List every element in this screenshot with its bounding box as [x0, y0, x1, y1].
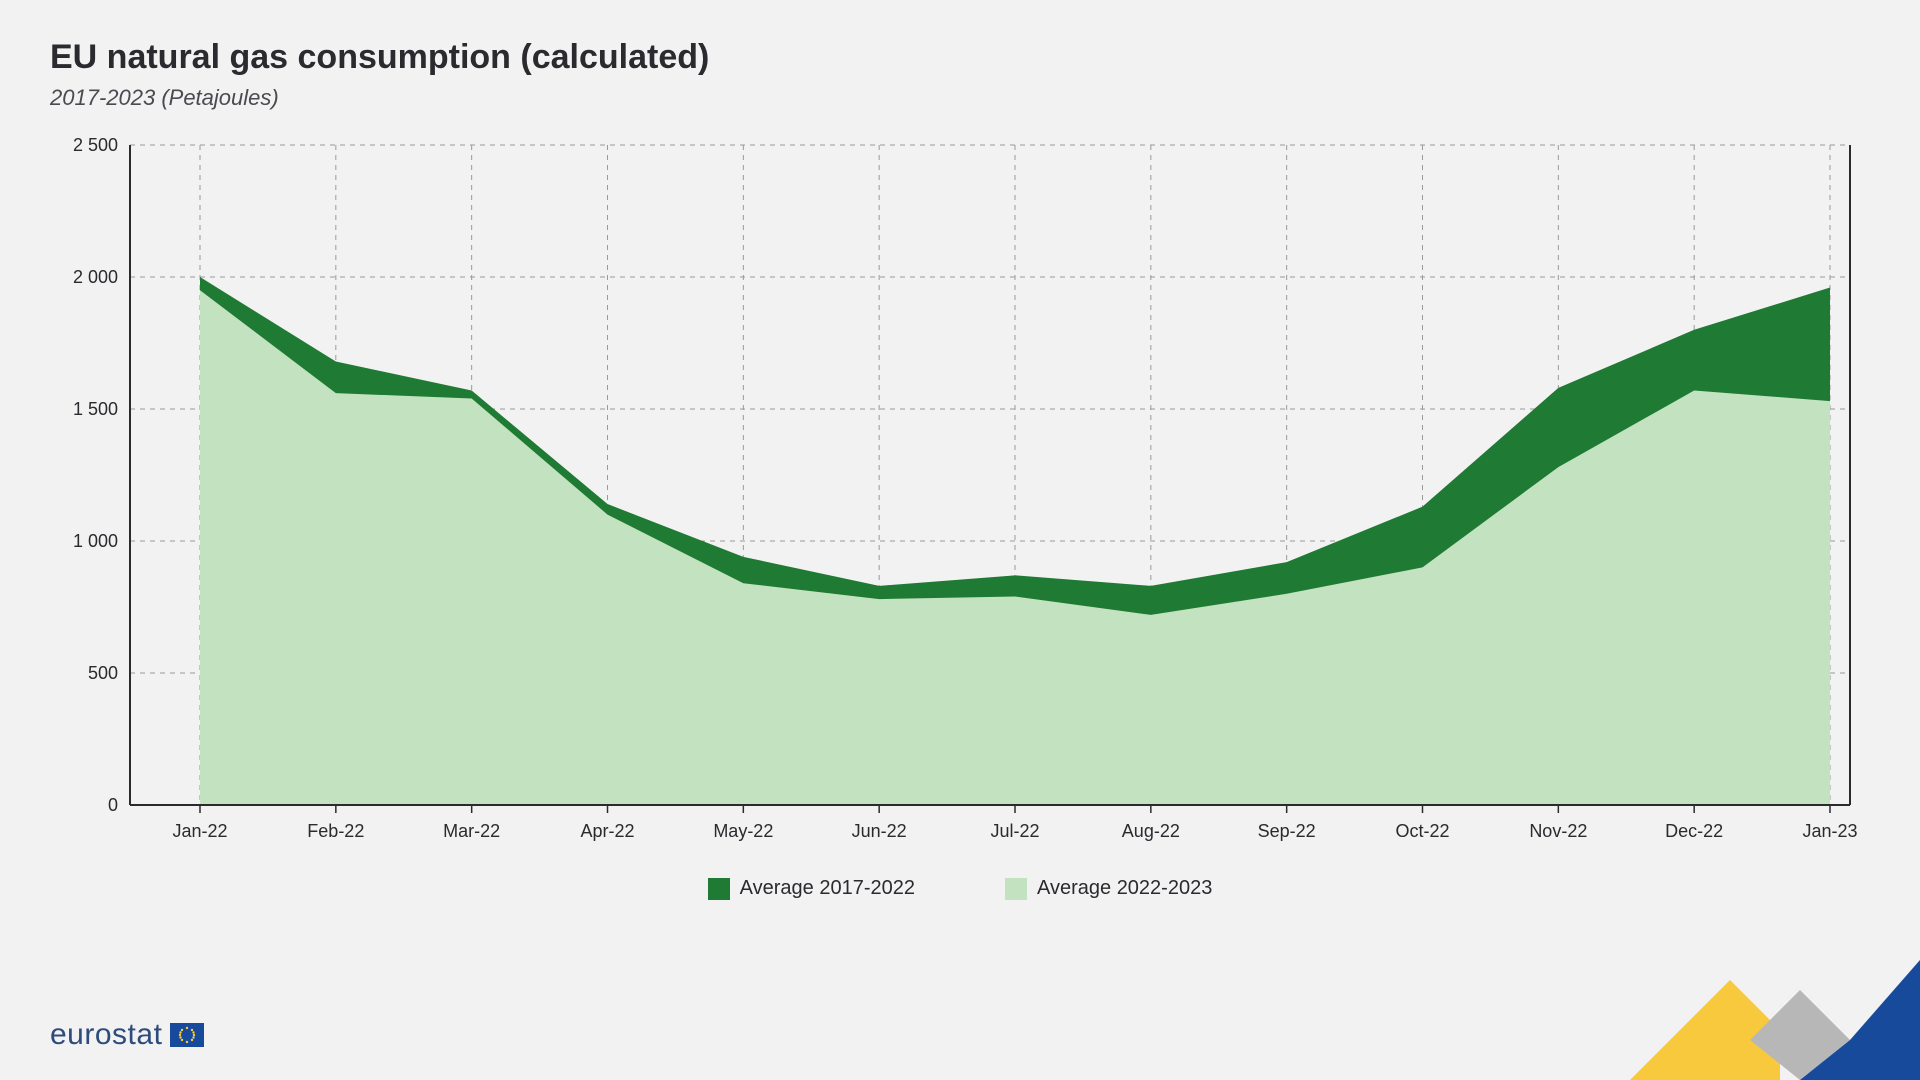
chart-legend: Average 2017-2022 Average 2022-2023 [50, 877, 1870, 900]
svg-text:Aug-22: Aug-22 [1122, 821, 1180, 841]
footer-brand: eurostat [50, 1018, 204, 1052]
svg-text:Mar-22: Mar-22 [443, 821, 500, 841]
legend-item-avg-2022-2023: Average 2022-2023 [1005, 877, 1212, 900]
svg-text:Jan-22: Jan-22 [172, 821, 227, 841]
svg-text:Jun-22: Jun-22 [852, 821, 907, 841]
svg-text:Oct-22: Oct-22 [1395, 821, 1449, 841]
corner-logo-icon [1600, 920, 1920, 1080]
svg-text:Dec-22: Dec-22 [1665, 821, 1723, 841]
svg-text:Jul-22: Jul-22 [990, 821, 1039, 841]
svg-text:Feb-22: Feb-22 [307, 821, 364, 841]
svg-text:Jan-23: Jan-23 [1802, 821, 1857, 841]
svg-text:1 000: 1 000 [73, 531, 118, 551]
legend-label-1: Average 2022-2023 [1037, 877, 1212, 900]
chart-title: EU natural gas consumption (calculated) [50, 38, 1870, 77]
svg-text:May-22: May-22 [713, 821, 773, 841]
area-chart: 0 500 1 000 1 500 2 000 2 500 Jan-22 Feb-22 Mar-… [50, 135, 1870, 855]
chart-plot-wrap: 0 500 1 000 1 500 2 000 2 500 Jan-22 Feb-22 Mar-… [50, 135, 1870, 855]
svg-text:500: 500 [88, 663, 118, 683]
chart-container: EU natural gas consumption (calculated) … [0, 0, 1920, 1080]
svg-text:2 500: 2 500 [73, 135, 118, 155]
legend-item-avg-2017-2022: Average 2017-2022 [708, 877, 915, 900]
eu-flag-icon [170, 1023, 204, 1047]
svg-text:0: 0 [108, 795, 118, 815]
svg-text:1 500: 1 500 [73, 399, 118, 419]
svg-text:Apr-22: Apr-22 [580, 821, 634, 841]
chart-subtitle: 2017-2023 (Petajoules) [50, 85, 1870, 111]
svg-text:Nov-22: Nov-22 [1529, 821, 1587, 841]
legend-swatch-1 [1005, 878, 1027, 900]
svg-text:Sep-22: Sep-22 [1258, 821, 1316, 841]
brand-text: eurostat [50, 1018, 162, 1052]
legend-label-0: Average 2017-2022 [740, 877, 915, 900]
legend-swatch-0 [708, 878, 730, 900]
svg-text:2 000: 2 000 [73, 267, 118, 287]
